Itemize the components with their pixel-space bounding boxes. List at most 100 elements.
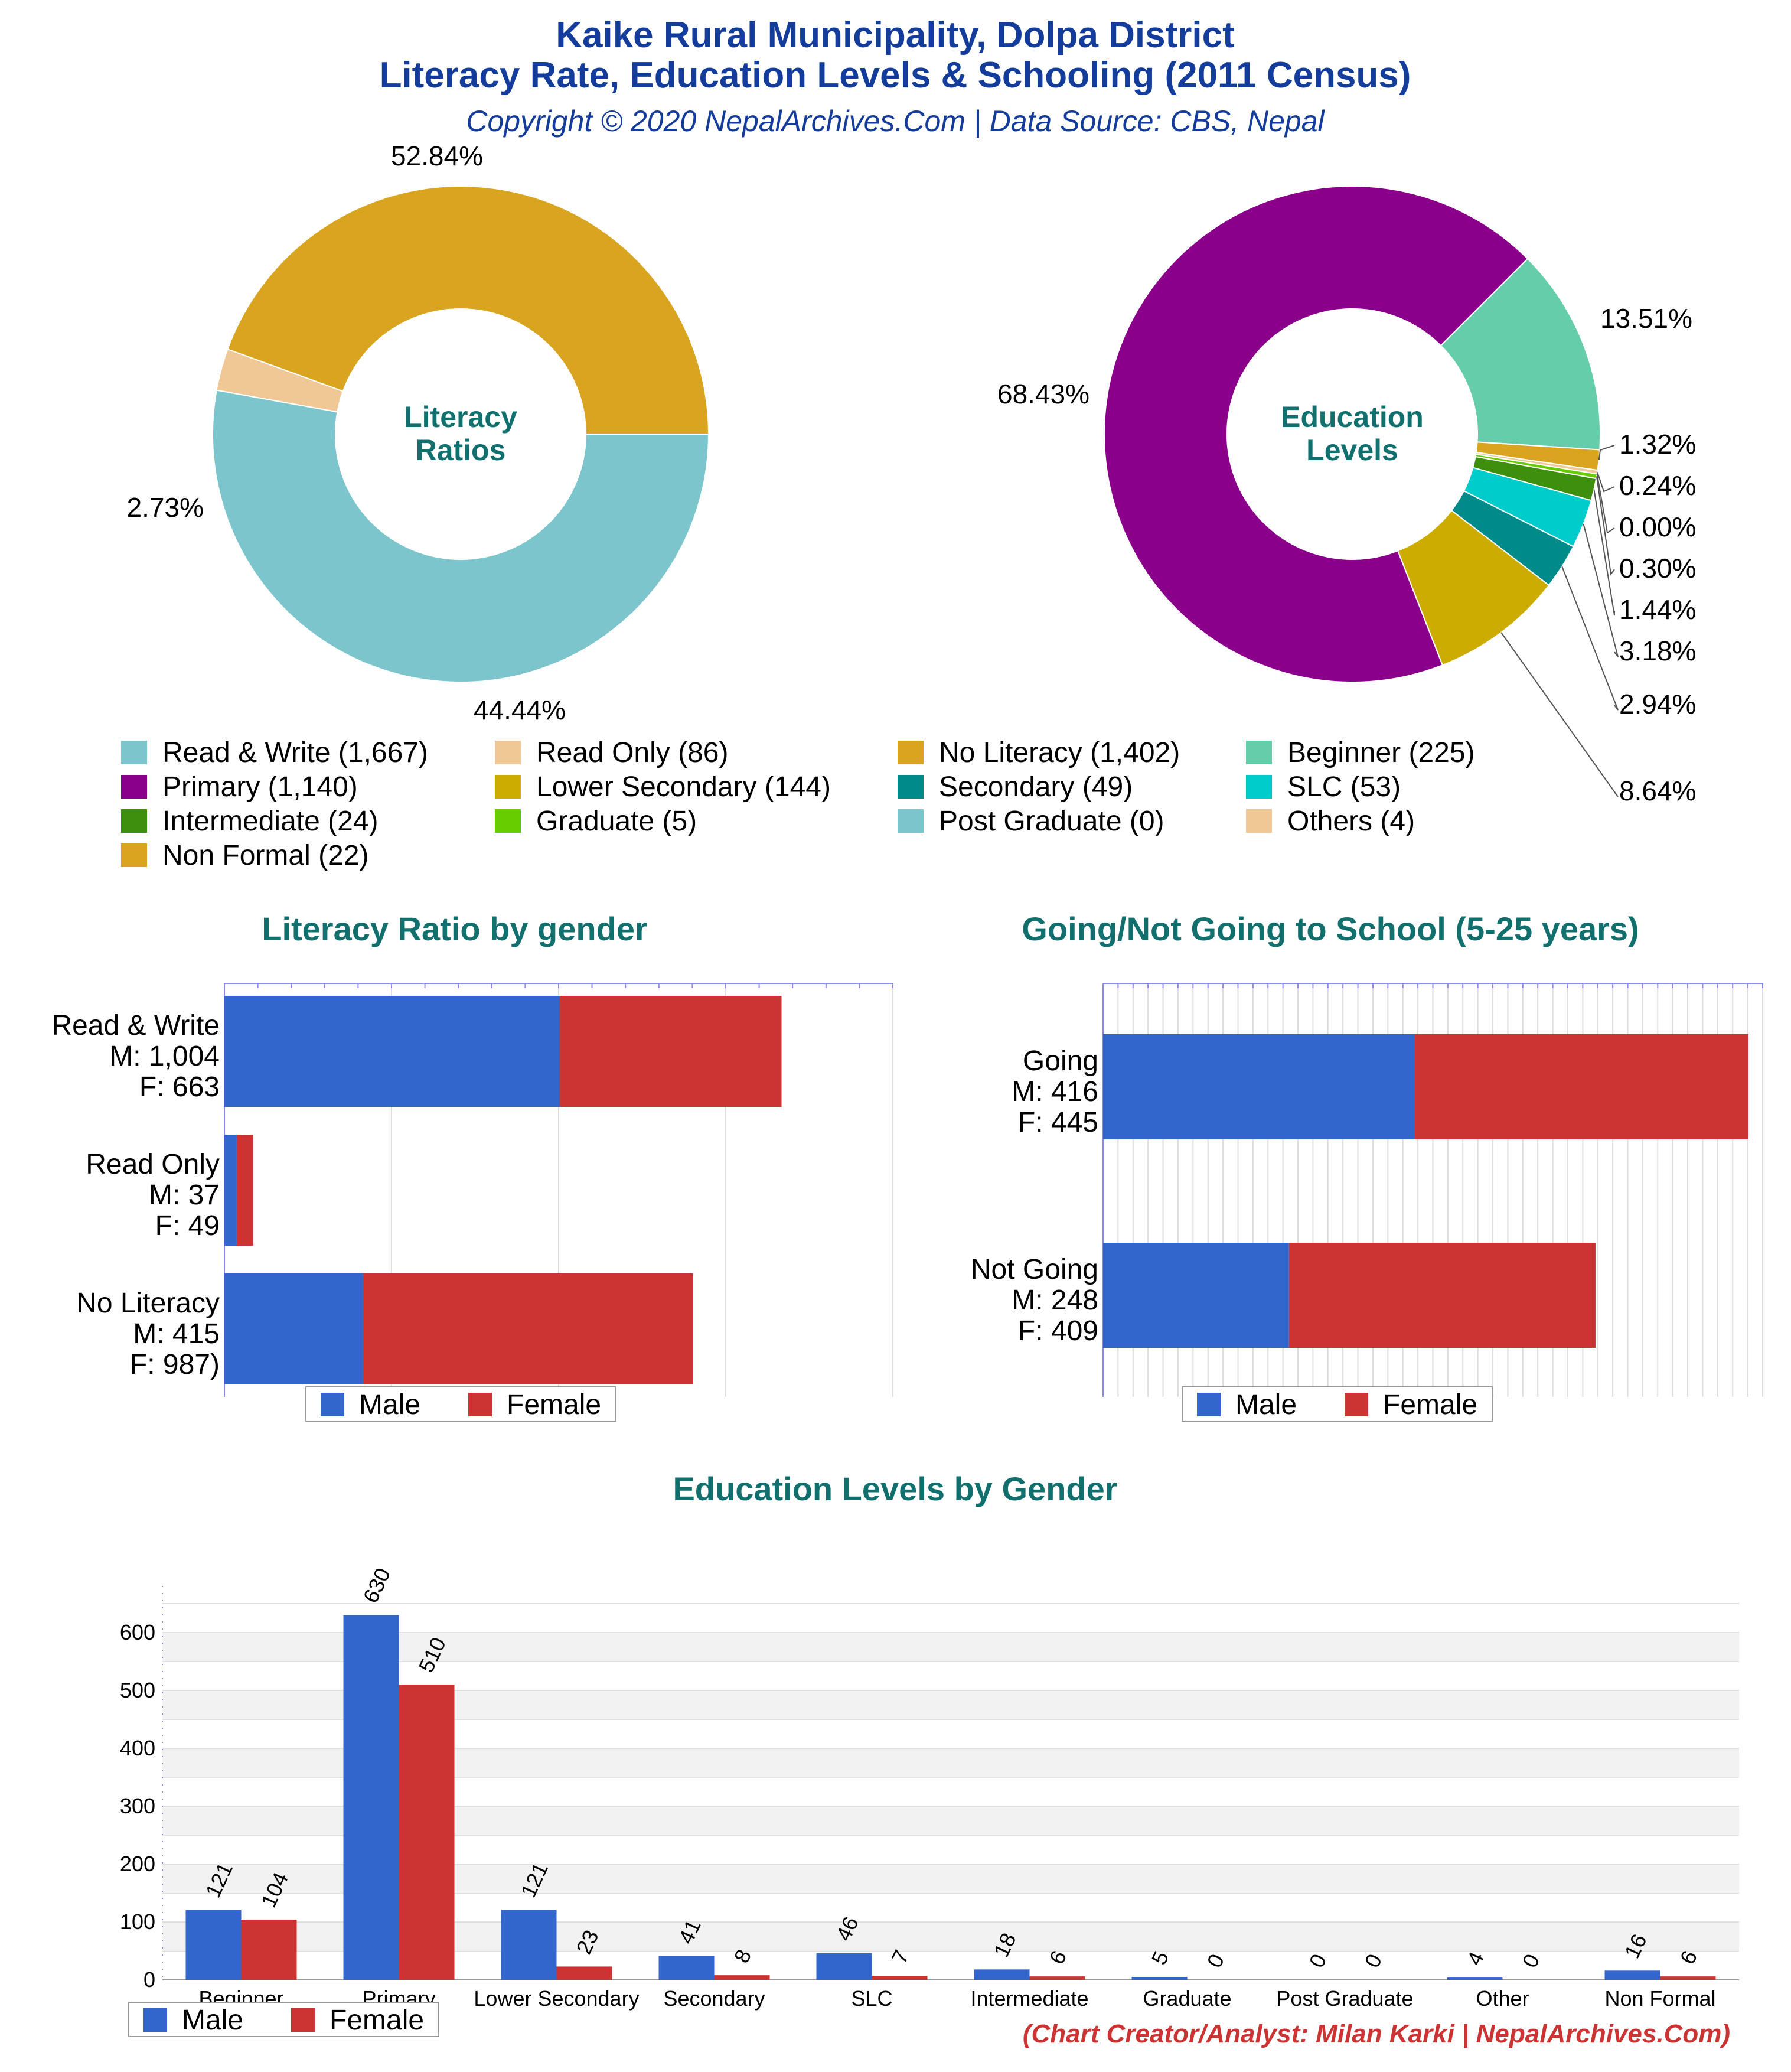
bar-value-label: 0: [1202, 1950, 1229, 1971]
y-tick-label: 300: [120, 1794, 155, 1818]
y-tick-label: 200: [120, 1852, 155, 1876]
bar-female: [714, 1975, 770, 1980]
x-tick-label: Post Graduate: [1276, 1986, 1413, 2011]
slice-pct-label: 0.30%: [1619, 553, 1696, 584]
subtitle: Copyright © 2020 NepalArchives.Com | Dat…: [466, 105, 1325, 138]
slice-pct-label: 52.84%: [391, 141, 483, 171]
bar-male: [224, 996, 560, 1107]
bar-male: [1604, 1970, 1660, 1980]
legend-label: Graduate (5): [536, 806, 697, 837]
legend-swatch: [121, 775, 147, 799]
legend-swatch: [121, 843, 147, 867]
donut-center-label: Education: [1281, 400, 1424, 434]
legend-label: No Literacy (1,402): [939, 737, 1180, 768]
school-title: Going/Not Going to School (5-25 years): [1022, 910, 1639, 947]
legend-label-male: Male: [359, 1389, 420, 1421]
bar-male: [224, 1135, 237, 1246]
donut-center-label: Ratios: [416, 434, 506, 467]
legend-label-female: Female: [507, 1389, 601, 1421]
bar-female: [560, 996, 782, 1107]
bar-female: [241, 1920, 297, 1980]
bar-value-label: 0: [1518, 1950, 1545, 1971]
y-tick-label: 0: [143, 1967, 155, 1992]
literacy-gender-title: Literacy Ratio by gender: [262, 910, 648, 947]
legend-swatch: [898, 741, 924, 764]
category-label: Read & Write: [51, 1010, 220, 1041]
bar-male: [1103, 1243, 1289, 1348]
bar-female: [363, 1273, 693, 1384]
slice-pct-label: 2.73%: [127, 492, 204, 523]
bar-male: [501, 1910, 557, 1980]
legend-label-male: Male: [1235, 1389, 1297, 1421]
x-tick-label: Intermediate: [970, 1986, 1088, 2011]
bar-male: [185, 1910, 242, 1980]
legend-label: Read Only (86): [536, 737, 728, 768]
category-label: M: 248: [1012, 1285, 1098, 1316]
bar-female: [1660, 1976, 1716, 1980]
category-label: F: 987): [130, 1349, 220, 1380]
slice-primary: [1104, 185, 1529, 683]
bar-female: [872, 1976, 928, 1980]
legend-swatch: [495, 741, 521, 764]
bar-female: [236, 1135, 253, 1246]
bar-male: [224, 1273, 363, 1384]
category-label: M: 415: [133, 1318, 220, 1350]
category-label: M: 416: [1012, 1076, 1098, 1107]
legend-swatch: [121, 809, 147, 833]
legend-swatch-female: [468, 1393, 492, 1416]
category-label: Read Only: [86, 1149, 220, 1180]
category-label: No Literacy: [76, 1288, 220, 1319]
category-label: M: 1,004: [109, 1041, 220, 1072]
legend-label-female: Female: [1383, 1389, 1477, 1421]
slice-pct-label: 0.00%: [1619, 512, 1696, 542]
leader-line: [1561, 566, 1619, 711]
leader-line: [1596, 476, 1615, 576]
bar-male: [974, 1969, 1030, 1980]
slice-no-literacy: [227, 185, 710, 435]
category-label: F: 409: [1018, 1315, 1098, 1347]
leader-line: [1597, 471, 1615, 493]
slice-pct-label: 44.44%: [474, 695, 566, 725]
legend-swatch: [898, 809, 924, 833]
y-tick-label: 400: [120, 1736, 155, 1760]
slice-pct-label: 8.64%: [1619, 776, 1696, 806]
donut-center-label: Levels: [1306, 434, 1398, 467]
donut-center-label: Literacy: [404, 400, 517, 434]
slice-pct-label: 68.43%: [997, 379, 1089, 409]
legend-swatch-female: [1345, 1393, 1368, 1416]
bar-male: [1447, 1977, 1503, 1980]
y-tick-label: 500: [120, 1678, 155, 1702]
leader-line: [1598, 445, 1615, 461]
bar-male: [816, 1953, 872, 1980]
bar-male: [1131, 1977, 1188, 1980]
leader-line: [1596, 474, 1615, 534]
legend-label: Secondary (49): [939, 771, 1133, 803]
legend-label: Lower Secondary (144): [536, 771, 831, 803]
bar-female: [1288, 1243, 1596, 1348]
leader-line: [1583, 523, 1619, 657]
bar-female: [1029, 1976, 1085, 1980]
slice-pct-label: 13.51%: [1600, 303, 1692, 334]
legend-swatch: [495, 809, 521, 833]
legend-swatch: [898, 775, 924, 799]
legend-label: Read & Write (1,667): [162, 737, 428, 768]
legend-label: SLC (53): [1287, 771, 1401, 803]
category-label: M: 37: [149, 1180, 220, 1211]
x-tick-label: Secondary: [663, 1986, 765, 2011]
bar-male: [658, 1956, 715, 1980]
legend-label-female: Female: [330, 2005, 424, 2036]
x-tick-label: Other: [1476, 1986, 1529, 2011]
slice-pct-label: 0.24%: [1619, 470, 1696, 501]
credit-text: (Chart Creator/Analyst: Milan Karki | Ne…: [1023, 2019, 1730, 2048]
bar-female: [399, 1685, 455, 1980]
legend-swatch-female: [291, 2008, 315, 2032]
y-tick-label: 600: [120, 1620, 155, 1644]
legend-label: Post Graduate (0): [939, 806, 1164, 837]
legend-swatch-male: [321, 1393, 344, 1416]
main-legend: Read & Write (1,667) Read Only (86) No Lit…: [121, 737, 1475, 871]
grid-band: [162, 1633, 1739, 1661]
